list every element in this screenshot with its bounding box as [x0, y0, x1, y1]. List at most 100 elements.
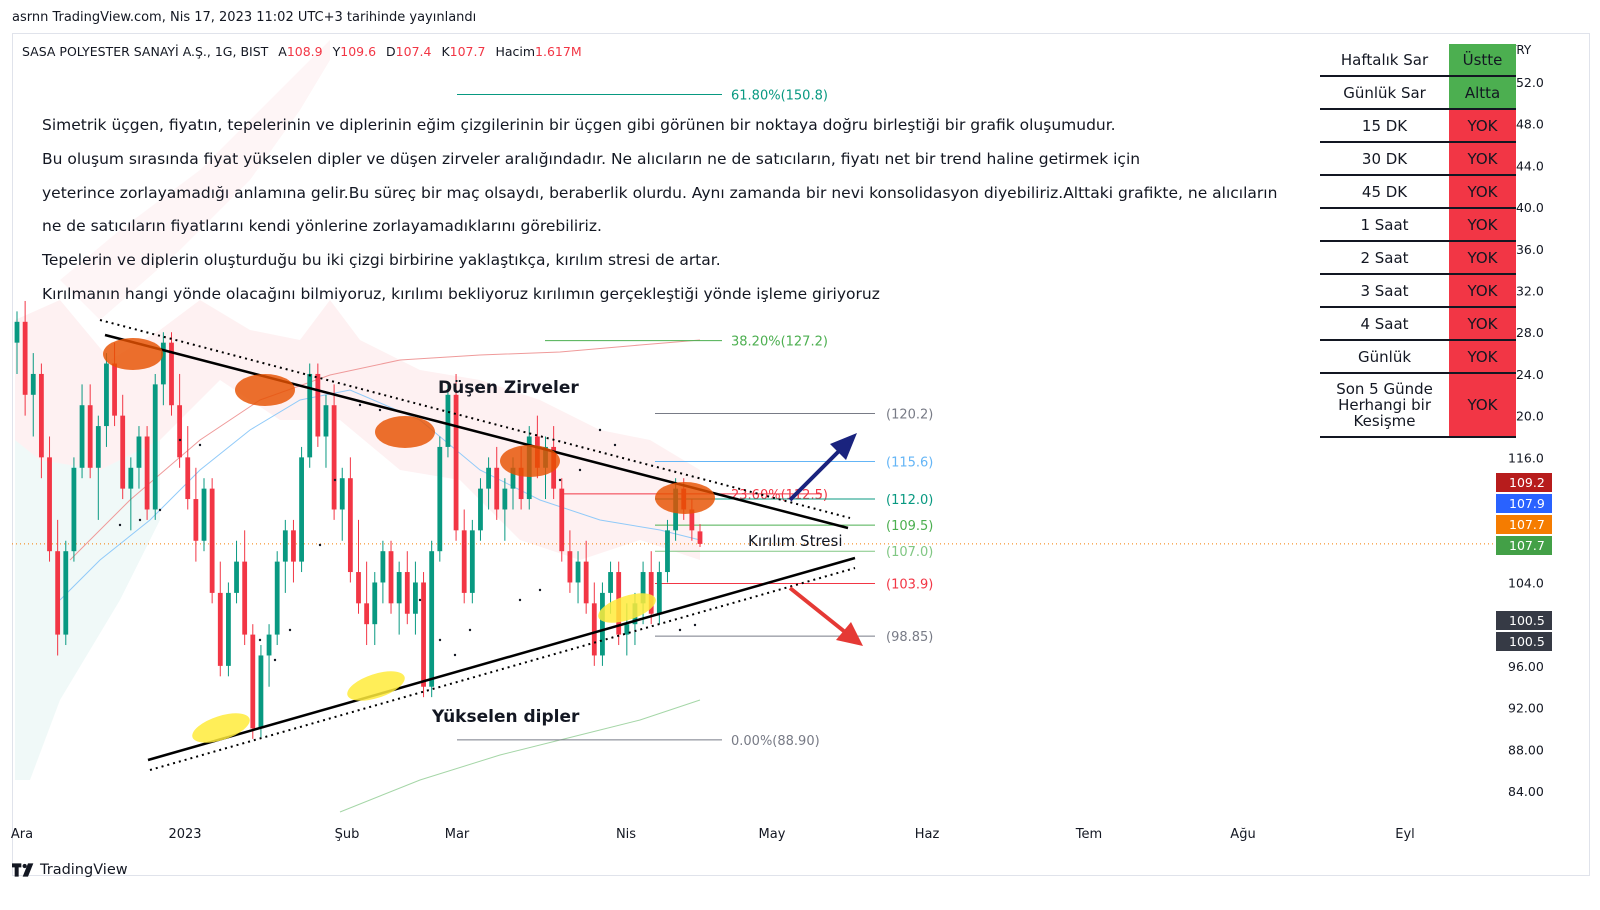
signal-timeframe: 1 Saat: [1320, 208, 1450, 242]
candle-body: [469, 530, 475, 593]
candle-body: [372, 582, 378, 625]
signal-status: Altta: [1449, 76, 1516, 110]
candle-body: [307, 373, 313, 458]
candle-body: [299, 457, 304, 562]
candle-body: [104, 363, 109, 427]
open-label: A: [278, 44, 287, 59]
peak-marker: [655, 482, 715, 514]
sar-dot: [358, 403, 362, 407]
paragraph-4: ne de satıcıların fiyatlarını kendi yönl…: [42, 217, 602, 235]
time-axis-tick: Ağu: [1230, 827, 1255, 842]
time-axis-tick: Mar: [445, 827, 470, 842]
level-label: (103.9): [886, 578, 933, 593]
candle-body: [518, 467, 524, 500]
rising-lows-trendline: [147, 556, 856, 762]
close-label: K: [441, 44, 450, 59]
price-axis-tick: 104.0: [1508, 575, 1544, 590]
price-badge: [1496, 632, 1552, 651]
candle-body: [380, 551, 386, 583]
candle-body: [22, 321, 28, 395]
low-value: 107.4: [395, 44, 432, 59]
peak-marker: [375, 416, 435, 448]
signal-row: 3 Saat YOK: [1320, 274, 1516, 308]
signal-status: YOK: [1449, 208, 1516, 242]
signal-timeframe: Günlük: [1320, 340, 1450, 374]
level-label: (98.85): [886, 630, 933, 645]
level-label: (107.0): [886, 545, 933, 560]
candle-body: [95, 426, 101, 468]
sar-dot: [518, 598, 522, 602]
price-axis-tick: 144.0: [1508, 158, 1544, 173]
candle-body: [461, 530, 467, 593]
signal-row: 30 DK YOK: [1320, 142, 1516, 176]
tradingview-brand[interactable]: TradingView: [12, 862, 128, 878]
price-badge: [1496, 611, 1552, 630]
candle-body: [242, 561, 248, 635]
paragraph-5: Tepelerin ve diplerin oluşturduğu bu iki…: [42, 251, 721, 269]
signal-row: 45 DK YOK: [1320, 175, 1516, 209]
price-badge-label: 109.2: [1509, 475, 1545, 490]
candle-body: [55, 551, 61, 635]
price-axis-tick: 148.0: [1508, 117, 1544, 132]
candle-body: [624, 624, 630, 635]
sar-dot: [453, 653, 457, 657]
candle-body: [258, 655, 264, 729]
low-marker: [598, 593, 656, 623]
candle-body: [193, 499, 199, 541]
sar-dot: [318, 543, 322, 547]
time-axis-tick: Haz: [915, 827, 940, 842]
signal-row: 4 Saat YOK: [1320, 307, 1516, 341]
candle-body: [177, 405, 183, 458]
candle-body: [665, 530, 670, 573]
candle-body: [217, 592, 223, 666]
paragraph-1: Simetrik üçgen, fiyatın, tepelerinin ve …: [42, 116, 1116, 134]
moving-average-red: [69, 339, 701, 561]
time-axis-tick: Şub: [335, 827, 360, 842]
peak-marker: [500, 445, 560, 477]
candle-body: [339, 478, 345, 510]
candle-body: [640, 572, 646, 604]
candle-body: [79, 405, 85, 468]
signal-status: YOK: [1449, 175, 1516, 209]
candle-body: [502, 488, 508, 510]
time-axis-tick: 2023: [168, 827, 201, 842]
candle-body: [445, 394, 451, 447]
signal-row: 1 Saat YOK: [1320, 208, 1516, 242]
candle-body: [478, 488, 483, 531]
brand-label: TradingView: [40, 862, 128, 878]
candle-body: [608, 572, 613, 593]
candle-body: [120, 415, 126, 489]
price-badge: [1496, 494, 1552, 513]
low-marker: [192, 713, 250, 743]
candle-body: [331, 405, 337, 510]
low-marker: [347, 671, 405, 701]
falling-peaks-label: Düşen Zirveler: [438, 378, 579, 398]
price-axis-tick: 84.00: [1508, 784, 1544, 799]
candle-body: [421, 582, 426, 687]
symbol-header: SASA POLYESTER SANAYİ A.Ş., 1G, BIST A 10…: [22, 44, 582, 59]
sar-dot: [258, 638, 262, 642]
level-label: (109.5): [886, 519, 933, 534]
candle-body: [136, 436, 142, 468]
candle-body: [510, 467, 516, 489]
signal-row: Günlük Sar Altta: [1320, 76, 1516, 110]
sar-dot: [438, 638, 442, 642]
symbol-name[interactable]: SASA POLYESTER SANAYİ A.Ş., 1G, BIST: [22, 44, 269, 59]
candle-body: [697, 531, 703, 544]
candle-body: [600, 592, 605, 656]
falling-peaks-trendline: [104, 333, 849, 530]
price-axis-tick: 120.0: [1508, 409, 1544, 424]
peak-marker: [235, 374, 295, 406]
sar-dot: [678, 628, 682, 632]
time-axis-tick: May: [759, 827, 786, 842]
high-label: Y: [332, 44, 341, 59]
breakout-stress-label: Kırılım Stresi: [748, 532, 843, 550]
signal-status: YOK: [1449, 109, 1516, 143]
signal-timeframe: Haftalık Sar: [1320, 44, 1450, 77]
high-value: 109.6: [340, 44, 377, 59]
breakout-up-arrowhead: [830, 433, 857, 460]
ichimoku-cloud-top: [60, 40, 330, 320]
price-badge: [1496, 473, 1552, 492]
candle-body: [648, 572, 654, 614]
